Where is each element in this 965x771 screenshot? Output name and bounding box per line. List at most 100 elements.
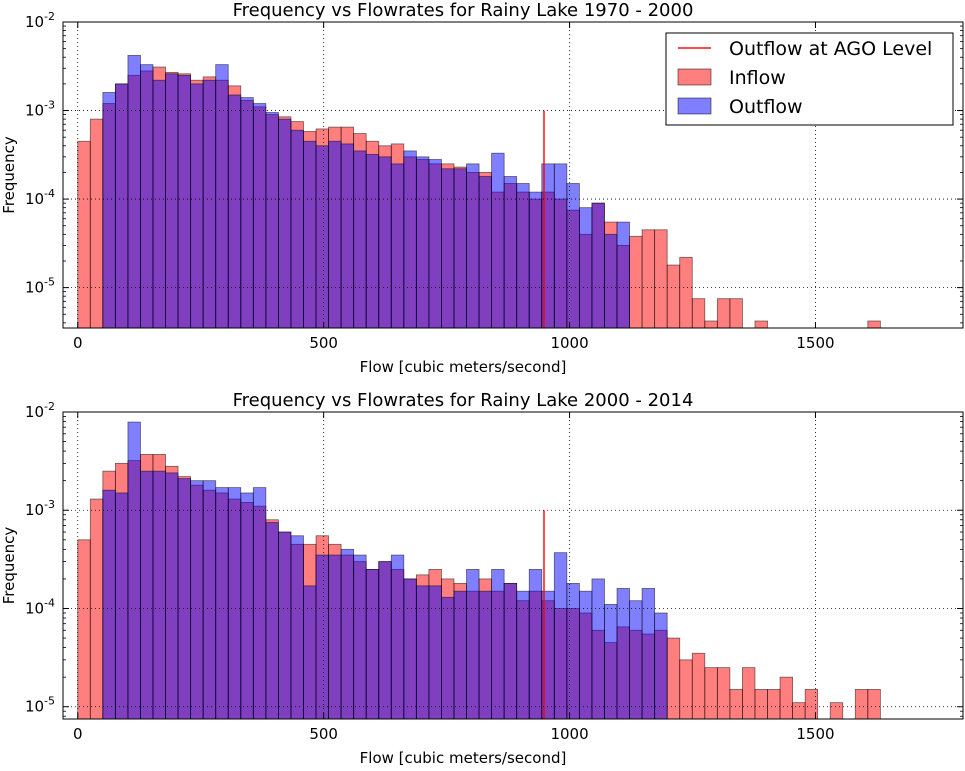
outflow-bar-23 xyxy=(390,163,405,328)
outflow-bar-11 xyxy=(240,492,254,719)
outflow-bar-41 xyxy=(616,588,630,719)
axes-frame xyxy=(62,411,964,720)
outflow-bar-37 xyxy=(566,583,580,719)
x-tick-label-0: 0 xyxy=(73,334,83,352)
plot-content xyxy=(77,421,881,719)
outflow-bar-22 xyxy=(378,156,392,328)
outflow-bar-10 xyxy=(227,487,242,719)
inflow-bar-0 xyxy=(77,539,91,719)
outflow-bar-3 xyxy=(140,64,154,328)
legend-label-ago: Outflow at AGO Level xyxy=(729,38,932,60)
chart-title: Frequency vs Flowrates for Rainy Lake 19… xyxy=(233,0,694,21)
inflow-bar-56 xyxy=(779,676,793,719)
inflow-bar-61 xyxy=(867,689,881,719)
outflow-bar-6 xyxy=(177,74,192,328)
legend: Outflow at AGO Level Inflow Outflow xyxy=(665,32,954,126)
x-tick-label-1: 500 xyxy=(309,725,338,743)
outflow-bar-44 xyxy=(654,612,668,719)
outflow-bar-18 xyxy=(328,140,342,328)
legend-box xyxy=(665,32,954,126)
outflow-bar-8 xyxy=(202,79,217,328)
outflow-bar-9 xyxy=(215,487,229,719)
outflow-bar-2 xyxy=(127,54,141,328)
inflow-bar-47 xyxy=(666,637,681,719)
outflow-bar-19 xyxy=(340,143,355,328)
outflow-bar-1 xyxy=(114,492,129,719)
outflow-bar-7 xyxy=(190,480,204,719)
outflow-bar-15 xyxy=(290,129,304,328)
outflow-bar-2 xyxy=(127,421,141,719)
chart-1: 0 500 1000 1500 10-5 10-4 10-3 10-2 Frequency vs… xyxy=(0,0,964,376)
inflow-bar-46 xyxy=(654,229,668,328)
y-tick-label-0: 10-5 xyxy=(25,695,55,716)
outflow-bar-5 xyxy=(165,73,179,328)
outflow-bar-34 xyxy=(528,568,543,719)
inflow-bar-50 xyxy=(704,667,718,719)
outflow-bar-40 xyxy=(604,604,618,719)
y-tick-label-0: 10-5 xyxy=(25,276,55,297)
outflow-bar-6 xyxy=(177,478,192,719)
legend-label-inflow: Inflow xyxy=(729,67,786,89)
inflow-bar-51 xyxy=(716,667,731,719)
outflow-bar-21 xyxy=(365,568,380,719)
outflow-bar-33 xyxy=(516,590,530,719)
y-tick-label-1: 10-4 xyxy=(25,596,55,617)
outflow-bar-1 xyxy=(114,83,129,328)
outflow-bar-20 xyxy=(353,554,367,719)
legend-swatch-outflow xyxy=(677,97,712,115)
outflow-bar-10 xyxy=(227,94,242,328)
outflow-bar-36 xyxy=(553,163,568,328)
y-axis-label: Frequency xyxy=(0,136,18,214)
inflow-bar-1 xyxy=(89,498,104,719)
inflow-bar-59 xyxy=(829,702,844,719)
outflow-bar-28 xyxy=(453,168,467,328)
x-tick-label-3: 1500 xyxy=(796,334,834,352)
y-tick-label-3: 10-2 xyxy=(25,10,55,31)
outflow-bar-16 xyxy=(303,140,317,328)
x-tick-label-2: 1000 xyxy=(550,334,588,352)
outflow-bar-33 xyxy=(516,183,530,328)
outflow-bar-25 xyxy=(415,585,430,719)
outflow-bar-27 xyxy=(441,596,455,719)
outflow-bar-3 xyxy=(140,470,154,719)
outflow-bar-13 xyxy=(265,522,279,719)
outflow-bar-20 xyxy=(353,150,367,328)
legend-label-outflow: Outflow xyxy=(729,96,803,118)
x-axis-label: Flow [cubic meters/second] xyxy=(360,358,567,376)
outflow-bar-30 xyxy=(478,176,493,328)
series-outflow xyxy=(102,54,630,328)
outflow-bar-26 xyxy=(428,585,442,719)
outflow-bar-0 xyxy=(102,92,116,328)
inflow-bar-52 xyxy=(729,298,743,328)
inflow-bar-49 xyxy=(691,298,706,328)
y-tick-label-2: 10-3 xyxy=(25,498,55,519)
outflow-bar-24 xyxy=(403,578,417,719)
outflow-bar-34 xyxy=(528,191,543,328)
x-axis-label: Flow [cubic meters/second] xyxy=(360,749,567,767)
outflow-bar-30 xyxy=(478,590,493,719)
x-tick-label-2: 1000 xyxy=(550,725,588,743)
outflow-bar-32 xyxy=(503,583,518,719)
outflow-bar-7 xyxy=(190,83,204,328)
outflow-bar-28 xyxy=(453,590,467,719)
outflow-bar-17 xyxy=(315,554,329,719)
outflow-bar-17 xyxy=(315,145,329,328)
inflow-bar-53 xyxy=(754,320,768,328)
inflow-bar-48 xyxy=(679,256,693,328)
outflow-bar-21 xyxy=(365,153,380,328)
outflow-bar-27 xyxy=(441,168,455,328)
outflow-bar-12 xyxy=(252,103,267,328)
chart-title: Frequency vs Flowrates for Rainy Lake 20… xyxy=(233,390,694,411)
outflow-bar-23 xyxy=(390,554,405,719)
outflow-bar-38 xyxy=(578,590,593,719)
outflow-bar-8 xyxy=(202,480,217,719)
outflow-bar-32 xyxy=(503,176,518,328)
outflow-bar-15 xyxy=(290,535,304,719)
inflow-bar-0 xyxy=(77,140,91,328)
outflow-bar-40 xyxy=(604,233,618,328)
series-outflow xyxy=(102,421,668,719)
outflow-bar-42 xyxy=(629,600,643,719)
outflow-bar-29 xyxy=(466,568,480,719)
plot-content xyxy=(77,54,881,328)
